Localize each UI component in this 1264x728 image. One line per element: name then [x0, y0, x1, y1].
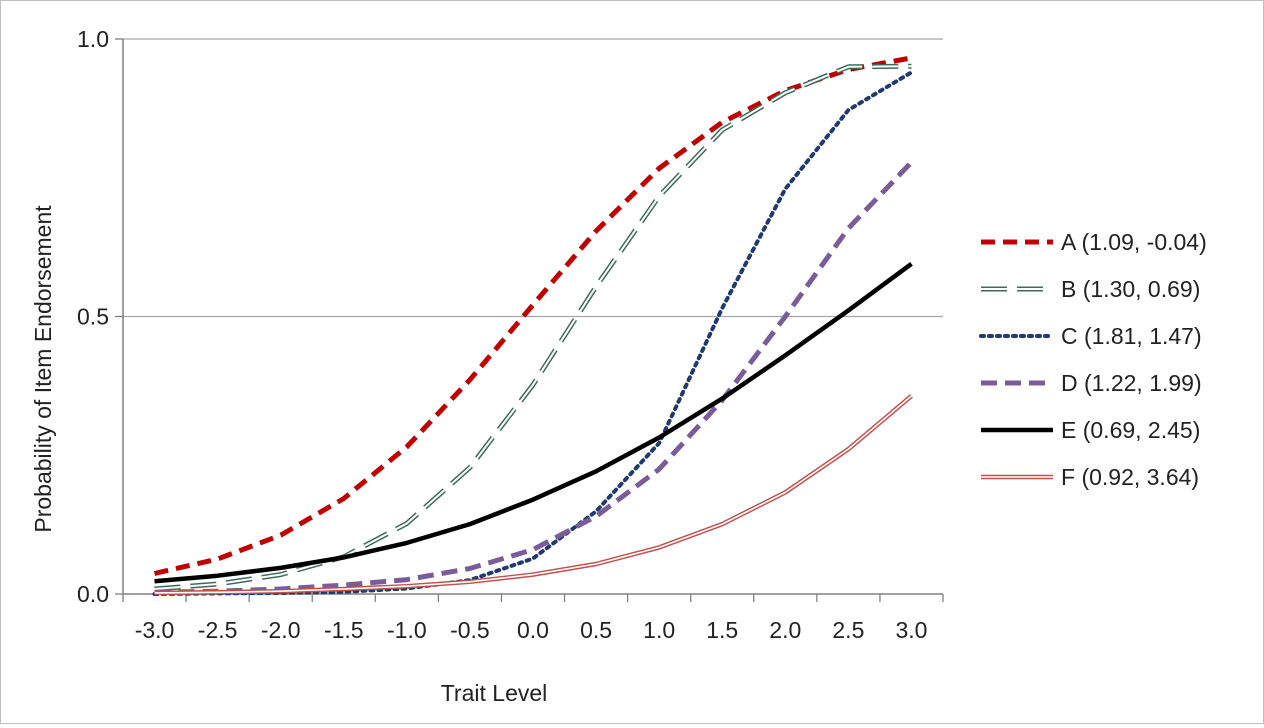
grid-lines: [123, 38, 943, 318]
x-tick-label: 0.0: [517, 617, 549, 643]
legend-label: C (1.81, 1.47): [1061, 323, 1202, 349]
legend-label: B (1.30, 0.69): [1061, 276, 1200, 302]
series-line-3: [154, 160, 914, 595]
series-line-0: [153, 55, 912, 576]
x-tick-label: 2.0: [769, 617, 801, 643]
legend-label: F (0.92, 3.64): [1061, 464, 1199, 490]
series-line-inner-1: [154, 65, 912, 590]
x-tick-label: -2.5: [198, 617, 238, 643]
series-line-inner-5: [154, 395, 913, 594]
x-tick-label: -2.0: [261, 617, 301, 643]
series-line-5: [154, 394, 913, 596]
x-tick-label: 3.0: [895, 617, 927, 643]
y-tick-label: 0.5: [77, 304, 109, 330]
series-line-1: [154, 63, 912, 592]
x-tick-label: -1.0: [387, 617, 427, 643]
x-tick-label: 2.5: [832, 617, 864, 643]
y-tick-label: 1.0: [77, 26, 109, 52]
x-tick-label: -0.5: [450, 617, 490, 643]
y-tick-label: 0.0: [77, 581, 109, 607]
x-tick-labels: -3.0 -2.5 -2.0 -1.5 -1.0 -0.5 0.0 0.5 1.0 1.5 2.0 2…: [135, 617, 928, 643]
x-tick-label: -1.5: [324, 617, 364, 643]
y-axis-label: Probability of Item Endorsement: [30, 205, 56, 533]
x-tick-label: 0.5: [580, 617, 612, 643]
legend-label: D (1.22, 1.99): [1061, 370, 1202, 396]
x-axis-label: Trait Level: [441, 680, 548, 706]
series-line-2: [152, 70, 914, 596]
series-lines: [152, 55, 914, 596]
x-tick-label: 1.0: [643, 617, 675, 643]
y-tick-labels: 0.0 0.5 1.0: [77, 26, 109, 607]
legend-label: A (1.09, -0.04): [1061, 229, 1207, 255]
legend-label: E (0.69, 2.45): [1061, 417, 1200, 443]
legend: A (1.09, -0.04) B (1.30, 0.69) C (1.81, 1.…: [979, 229, 1207, 490]
axes: [115, 38, 944, 602]
x-tick-label: -3.0: [135, 617, 175, 643]
x-tick-label: 1.5: [706, 617, 738, 643]
series-line-4: [154, 261, 913, 584]
